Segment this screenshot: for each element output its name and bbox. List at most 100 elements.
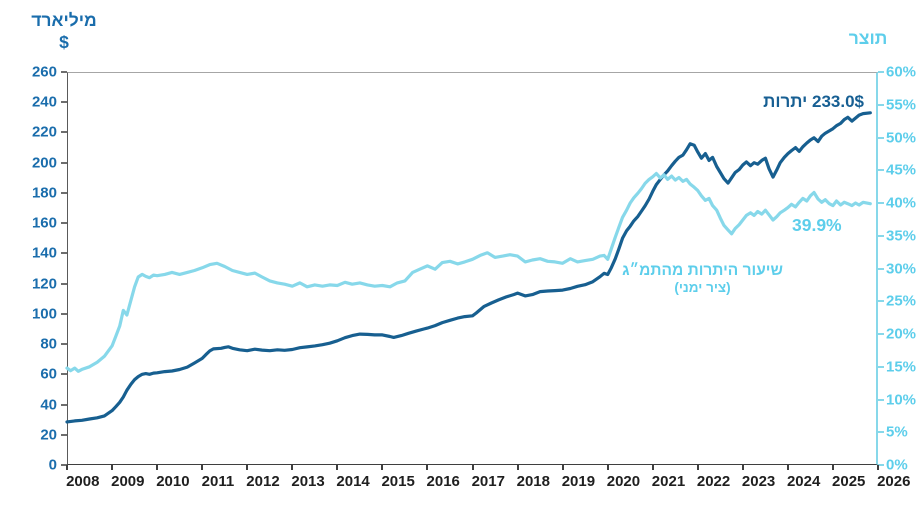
left-axis-tick-label: 20 — [40, 426, 57, 444]
x-axis-tick-label: 2021 — [651, 473, 686, 490]
gdp-ratio-line — [65, 171, 872, 373]
x-axis-tick — [877, 465, 879, 470]
gdp-ratio-series-label-line1: שיעור היתרות מהתמ״ג — [622, 262, 783, 279]
x-axis-tick-label: 2013 — [291, 473, 325, 490]
left-axis-tick — [61, 131, 67, 134]
x-axis-tick-label: 2010 — [156, 473, 190, 490]
reserves-line — [65, 111, 872, 424]
x-axis-tick-label: 2012 — [246, 473, 280, 490]
right-axis-tick — [878, 464, 884, 466]
x-axis-tick — [696, 465, 699, 470]
left-axis-tick-label: 240 — [31, 93, 57, 111]
x-axis-tick — [336, 465, 339, 470]
x-axis-tick — [561, 465, 564, 470]
x-axis-tick-label: 2016 — [426, 473, 460, 490]
right-axis-tick-label: 35% — [886, 227, 916, 245]
right-axis-tick — [878, 169, 884, 172]
right-axis-tick-label: 5% — [886, 423, 908, 441]
left-axis-tick — [61, 464, 67, 466]
series-canvas — [65, 111, 872, 424]
left-axis-tick-label: 40 — [40, 396, 57, 414]
x-axis-tick — [201, 465, 204, 470]
gdp-ratio-value-label: 39.9% — [792, 215, 842, 235]
left-axis-tick — [61, 101, 67, 104]
x-axis-tick-label: 2023 — [741, 473, 776, 490]
left-axis-tick — [61, 373, 67, 376]
left-axis-tick-label: 120 — [31, 275, 57, 293]
left-axis-tick — [61, 161, 67, 164]
right-axis-tick-label: 0% — [886, 456, 908, 474]
left-axis-tick — [61, 191, 67, 194]
x-axis-tick-label: 2018 — [516, 473, 550, 490]
x-axis-tick — [516, 465, 519, 470]
right-axis-tick — [878, 71, 884, 73]
left-axis-title-currency: $ — [59, 31, 69, 52]
left-axis-tick — [61, 252, 67, 255]
x-axis-tick — [426, 465, 429, 470]
left-axis-tick-label: 140 — [31, 244, 57, 262]
left-axis-tick-label: 100 — [31, 305, 57, 323]
x-axis-tick-label: 2020 — [606, 473, 641, 490]
right-axis-tick — [878, 300, 884, 303]
right-axis-tick — [878, 398, 884, 401]
x-axis-tick — [651, 465, 654, 470]
left-axis-tick-label: 0 — [48, 456, 57, 474]
x-axis-tick-label: 2008 — [66, 473, 100, 490]
left-axis-tick — [61, 403, 67, 406]
gdp-ratio-series-label: שיעור היתרות מהתמ״ג (ציר ימני) — [605, 261, 800, 297]
left-axis-tick-label: 200 — [31, 154, 57, 172]
right-axis-tick-label: 25% — [886, 292, 916, 310]
plot-area — [67, 72, 878, 465]
x-axis-tick-label: 2017 — [471, 473, 505, 490]
gdp-ratio-series-label-line2: (ציר ימני) — [674, 280, 731, 296]
right-axis-tick-label: 40% — [886, 194, 916, 212]
right-axis-tick — [878, 234, 884, 237]
left-axis-tick — [61, 433, 67, 436]
right-axis-tick-label: 15% — [886, 358, 916, 376]
x-axis-tick — [291, 465, 294, 470]
x-axis-tick — [606, 465, 609, 470]
right-axis-tick — [878, 103, 884, 106]
x-axis-tick-label: 2025 — [832, 473, 866, 490]
x-axis-tick-label: 2022 — [696, 473, 731, 490]
left-axis-tick — [61, 222, 67, 225]
x-axis-tick-label: 2009 — [111, 473, 145, 490]
right-axis-tick-label: 10% — [886, 391, 916, 408]
left-axis-tick-label: 160 — [31, 214, 57, 232]
left-axis-tick — [61, 282, 67, 285]
x-axis-tick — [741, 465, 744, 470]
x-axis-tick-label: 2026 — [877, 473, 911, 490]
left-axis-tick-label: 220 — [31, 123, 57, 141]
left-axis-tick-label: 260 — [31, 63, 57, 81]
right-axis-tick — [878, 136, 884, 139]
x-axis-tick — [471, 465, 474, 470]
x-axis-tick-label: 2014 — [336, 473, 370, 490]
right-axis-tick-label: 20% — [886, 325, 916, 343]
x-axis-tick — [831, 465, 834, 470]
x-axis-tick — [66, 465, 68, 470]
left-axis-title: מיליארד $ — [24, 10, 104, 54]
right-axis-tick-label: 50% — [886, 129, 916, 146]
right-axis-tick — [878, 431, 884, 434]
left-axis-tick — [61, 312, 67, 315]
left-axis-tick-label: 60 — [40, 365, 57, 383]
x-axis-tick — [786, 465, 789, 470]
right-axis-tick — [878, 333, 884, 335]
x-axis-tick-label: 2019 — [561, 473, 596, 490]
right-axis-tick — [878, 365, 884, 368]
x-axis-tick-label: 2015 — [381, 473, 415, 490]
left-axis-tick-label: 80 — [40, 335, 57, 353]
x-axis-tick-label: 2011 — [201, 473, 235, 490]
right-axis-tick — [878, 267, 884, 270]
reserves-value-label: 233.0$ יתרות — [763, 92, 864, 111]
x-axis-tick — [381, 465, 384, 470]
x-axis-tick — [246, 465, 249, 470]
right-axis-tick-label: 45% — [886, 161, 916, 179]
left-axis-tick — [61, 71, 67, 73]
left-axis-tick-label: 180 — [31, 184, 57, 202]
right-axis-tick-label: 60% — [886, 63, 916, 81]
right-axis-title: תוצר — [848, 28, 888, 48]
x-axis-tick — [111, 465, 114, 470]
x-axis-tick — [156, 465, 159, 470]
left-axis-tick — [61, 343, 67, 346]
